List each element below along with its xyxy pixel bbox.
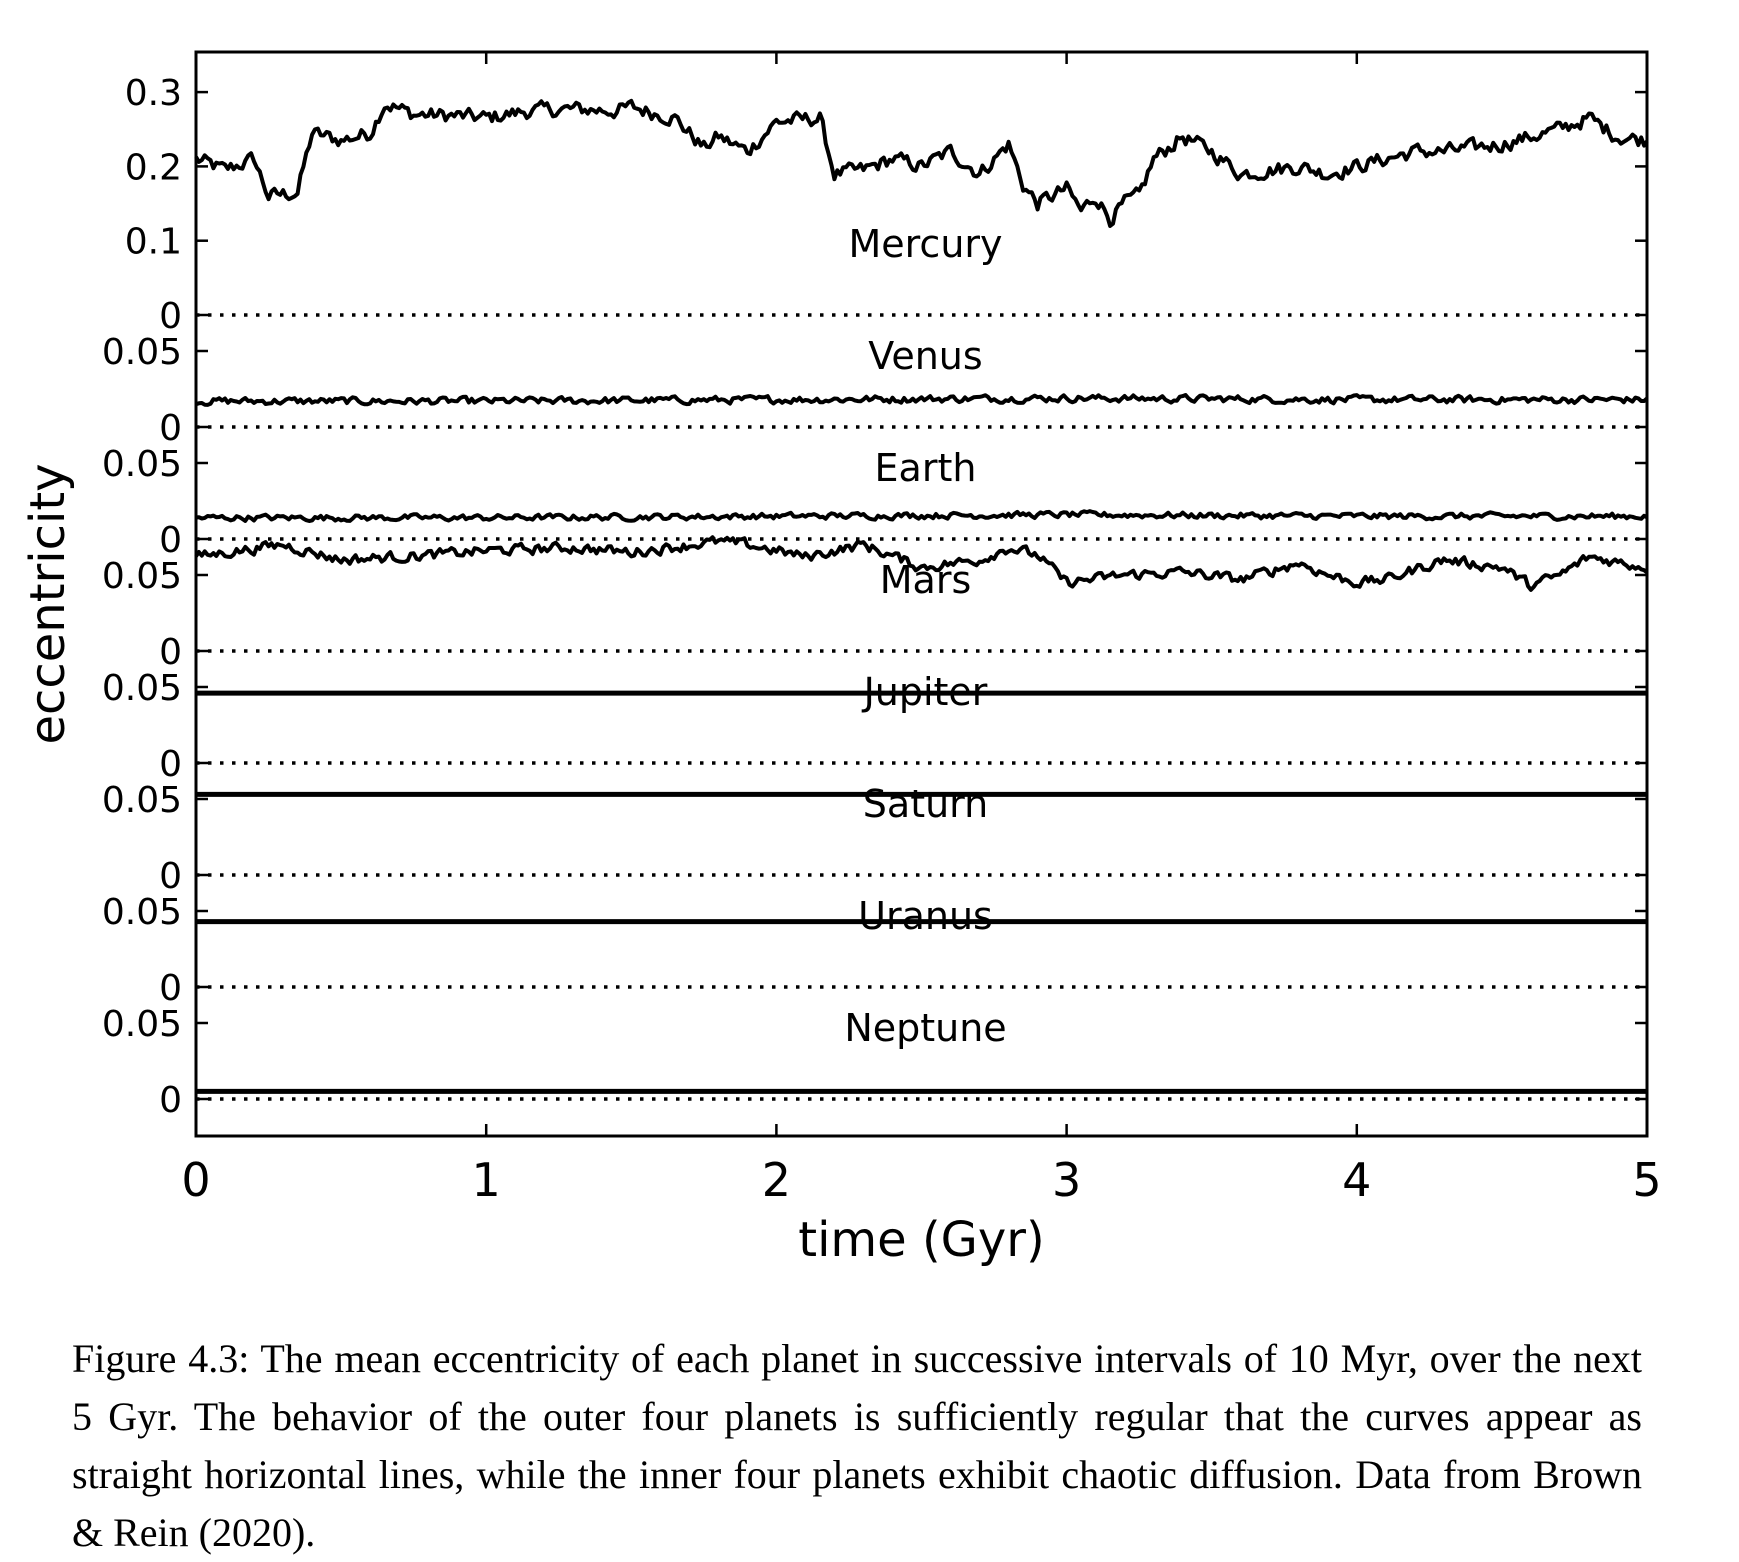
planet-label-neptune: Neptune bbox=[844, 1006, 1006, 1050]
y-tick-label: 0 bbox=[159, 968, 182, 1009]
x-tick-label: 1 bbox=[472, 1153, 501, 1207]
y-tick-label: 0 bbox=[159, 1080, 182, 1121]
figure-caption: Figure 4.3: The mean eccentricity of eac… bbox=[72, 1336, 1642, 1555]
plot-frame bbox=[194, 50, 1649, 1138]
y-tick-label: 0 bbox=[159, 632, 182, 673]
planet-label-uranus: Uranus bbox=[858, 894, 993, 938]
planet-label-venus: Venus bbox=[868, 334, 982, 378]
x-tick-label: 4 bbox=[1342, 1153, 1371, 1207]
y-tick-label: 0.05 bbox=[102, 1004, 182, 1045]
y-tick-label: 0 bbox=[159, 520, 182, 561]
series-line-venus bbox=[195, 393, 1649, 407]
y-tick-label: 0 bbox=[159, 744, 182, 785]
y-tick-label: 0.1 bbox=[125, 222, 182, 263]
x-tick-label: 2 bbox=[762, 1153, 791, 1207]
y-tick-label: 0.05 bbox=[102, 668, 182, 709]
series-line-earth bbox=[195, 509, 1648, 523]
x-tick-label: 3 bbox=[1052, 1153, 1081, 1207]
series-line-mars bbox=[194, 535, 1649, 592]
x-tick-label: 0 bbox=[181, 1153, 210, 1207]
planet-label-earth: Earth bbox=[875, 446, 977, 490]
planet-label-saturn: Saturn bbox=[863, 782, 988, 826]
y-tick-label: 0 bbox=[159, 408, 182, 449]
y-tick-label: 0 bbox=[159, 856, 182, 897]
y-tick-label: 0.3 bbox=[125, 73, 182, 114]
y-tick-label: 0.2 bbox=[125, 147, 182, 188]
y-tick-label: 0.05 bbox=[102, 444, 182, 485]
y-tick-label: 0.05 bbox=[102, 556, 182, 597]
y-tick-label: 0 bbox=[159, 296, 182, 337]
y-tick-label: 0.05 bbox=[102, 892, 182, 933]
x-tick-label: 5 bbox=[1632, 1153, 1661, 1207]
series-line-mercury bbox=[194, 98, 1649, 228]
y-tick-label: 0.05 bbox=[102, 332, 182, 373]
y-axis-label: eccentricity bbox=[20, 463, 76, 744]
x-axis-label: time (Gyr) bbox=[798, 1212, 1045, 1268]
planet-label-mercury: Mercury bbox=[848, 222, 1002, 266]
y-tick-label: 0.05 bbox=[102, 780, 182, 821]
